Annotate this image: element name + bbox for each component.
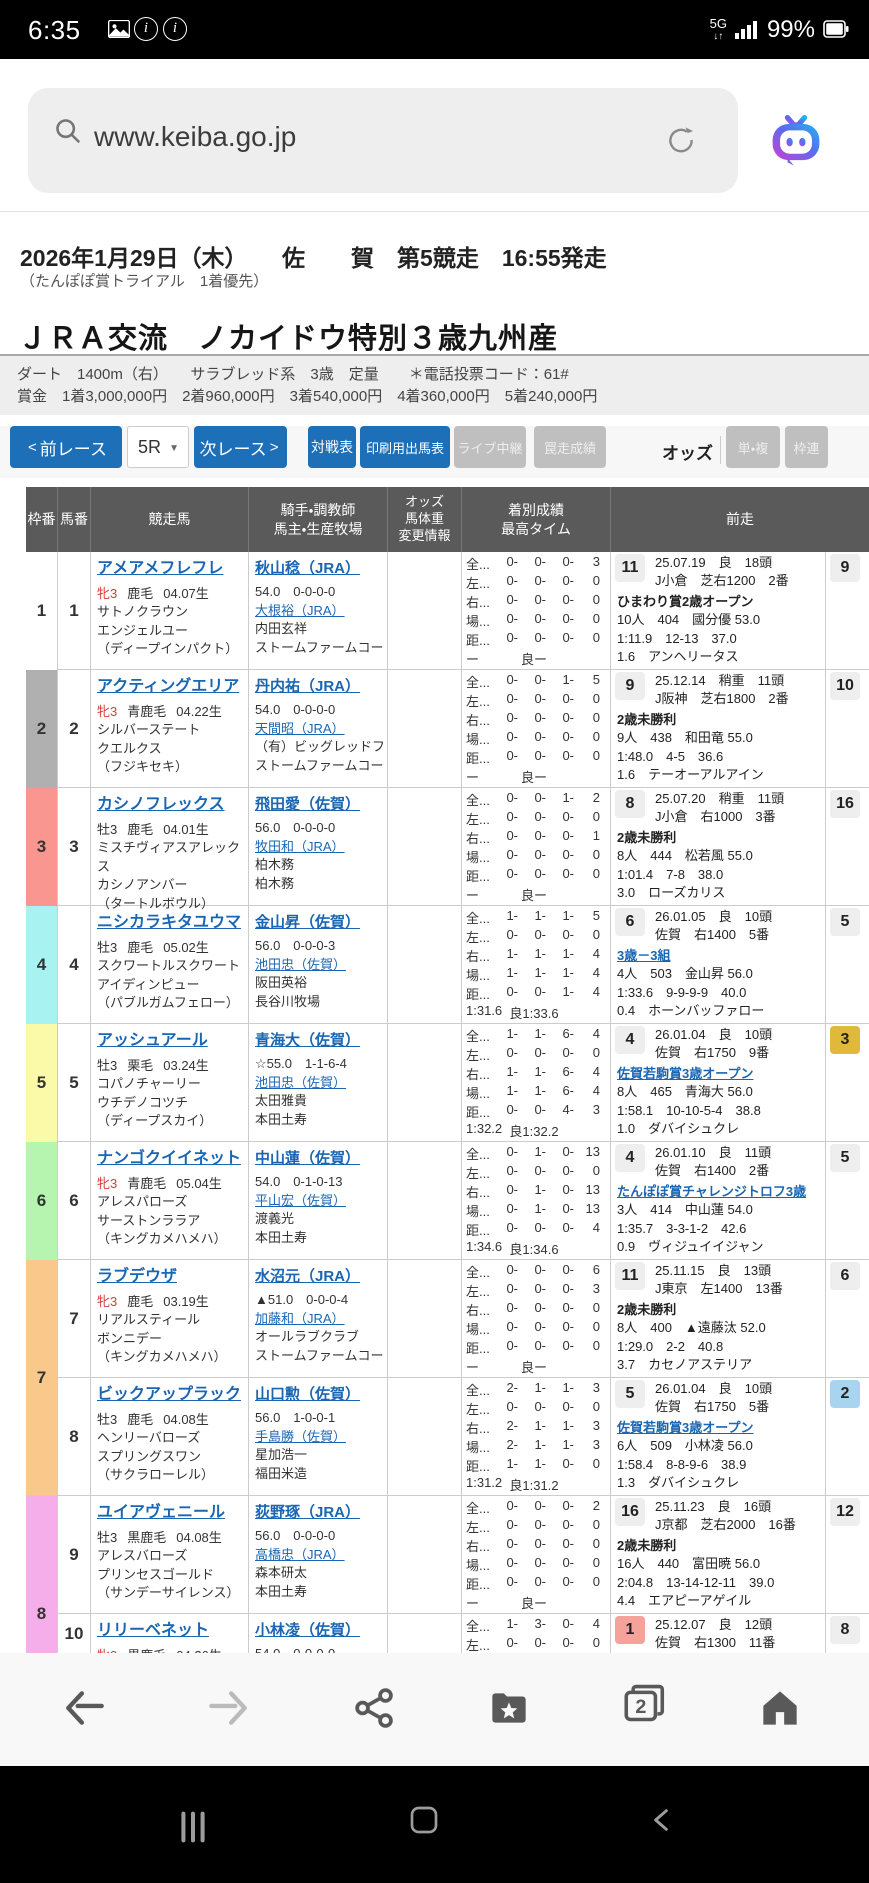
svg-text:2: 2 bbox=[635, 1696, 646, 1718]
